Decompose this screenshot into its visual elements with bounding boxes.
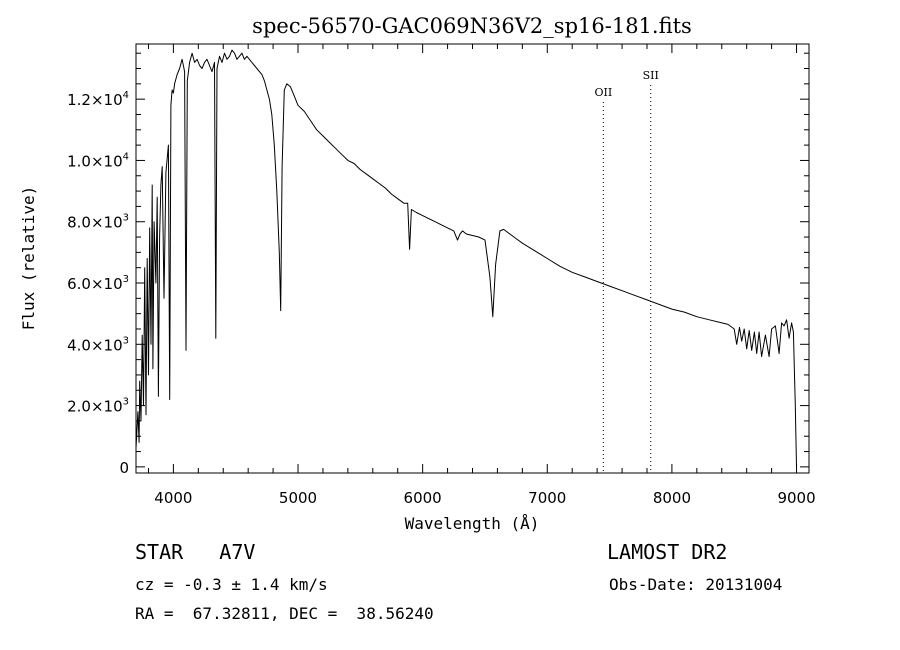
ra-dec: RA = 67.32811, DEC = 38.56240 <box>135 604 434 623</box>
obs-date: Obs-Date: 20131004 <box>609 575 783 594</box>
x-tick-label: 6000 <box>404 489 442 507</box>
object-type: STAR A7V <box>135 540 256 564</box>
plot-frame <box>135 43 810 474</box>
chart-title: spec-56570-GAC069N36V2_sp16-181.fits <box>252 14 692 38</box>
y-tick-label: 8.0×103 <box>67 213 129 232</box>
redshift-cz: cz = -0.3 ± 1.4 km/s <box>135 575 328 594</box>
x-tick-label: 9000 <box>777 489 815 507</box>
annotation-label: SII <box>643 69 659 82</box>
x-tick-label: 8000 <box>653 489 691 507</box>
y-tick-label: 2.0×103 <box>67 397 129 416</box>
y-tick-label: 4.0×103 <box>67 335 129 354</box>
x-tick-label: 7000 <box>528 489 566 507</box>
x-axis-ticks: 4000 5000 6000 7000 8000 9000 <box>147 44 816 507</box>
y-tick-label: 1.0×104 <box>67 151 129 170</box>
y-tick-label: 6.0×103 <box>67 274 129 293</box>
x-tick-label: 5000 <box>279 489 317 507</box>
y-tick-label: 0 <box>119 459 129 477</box>
survey-name: LAMOST DR2 <box>607 540 728 564</box>
line-annotations: OII SII <box>595 69 659 473</box>
x-tick-label: 4000 <box>154 489 192 507</box>
x-axis-label: Wavelength (Å) <box>405 514 540 533</box>
y-tick-label: 1.2×104 <box>67 90 129 109</box>
spectrum-line <box>135 49 797 467</box>
y-axis-ticks: 0 2.0×103 4.0×103 6.0×103 8.0×103 1.0×104 1.2×… <box>67 52 809 477</box>
annotation-label: OII <box>595 86 613 99</box>
y-axis-label: Flux (relative) <box>19 186 38 331</box>
